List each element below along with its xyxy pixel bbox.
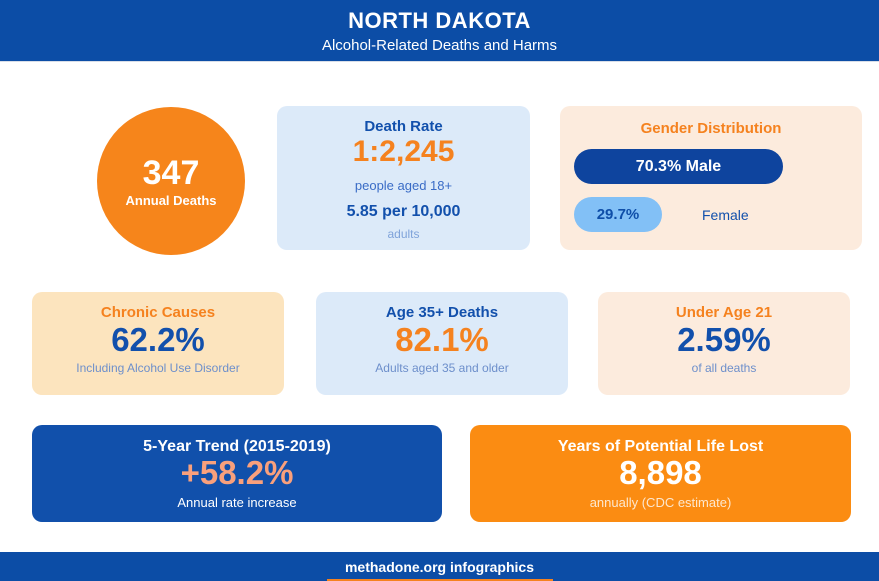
page-subtitle: Alcohol-Related Deaths and Harms: [321, 36, 558, 54]
female-share-pill: 29.7%: [574, 197, 662, 232]
page-title: NORTH DAKOTA: [348, 7, 531, 33]
age-35-deaths-caption: Adults aged 35 and older: [375, 361, 509, 375]
age-35-deaths-title: Age 35+ Deaths: [385, 304, 499, 321]
annual-deaths-value: 347: [142, 153, 200, 192]
female-share-label: Female: [702, 206, 749, 223]
five-year-trend-value: +58.2%: [180, 454, 294, 491]
death-rate-ratio: 1:2,245: [352, 135, 455, 168]
chronic-causes-card: Chronic Causes 62.2% Including Alcohol U…: [32, 292, 284, 395]
death-rate-title: Death Rate: [364, 118, 443, 135]
gender-distribution-card: Gender Distribution 70.3% Male 29.7% Fem…: [560, 106, 862, 250]
death-rate-per-10000: 5.85 per 10,000: [346, 203, 461, 220]
years-of-life-lost-caption: annually (CDC estimate): [589, 495, 732, 510]
header: NORTH DAKOTA Alcohol-Related Deaths and …: [0, 0, 879, 62]
chronic-causes-caption: Including Alcohol Use Disorder: [76, 361, 240, 375]
under-age-21-value: 2.59%: [677, 321, 771, 358]
gender-title: Gender Distribution: [640, 120, 782, 137]
death-rate-ratio-caption: people aged 18+: [354, 178, 453, 193]
male-share-pill: 70.3% Male: [574, 149, 783, 184]
years-of-life-lost-title: Years of Potential Life Lost: [557, 438, 764, 455]
under-age-21-title: Under Age 21: [675, 304, 773, 321]
female-share-row: 29.7% Female: [574, 197, 848, 232]
death-rate-card: Death Rate 1:2,245 people aged 18+ 5.85 …: [277, 106, 530, 250]
footer-credit: methadone.org infographics: [344, 558, 534, 575]
years-of-life-lost-value: 8,898: [619, 454, 702, 491]
age-35-deaths-card: Age 35+ Deaths 82.1% Adults aged 35 and …: [316, 292, 568, 395]
years-of-life-lost-card: Years of Potential Life Lost 8,898 annua…: [470, 425, 851, 522]
age-35-deaths-value: 82.1%: [395, 321, 489, 358]
annual-deaths-label: Annual Deaths: [125, 192, 217, 208]
five-year-trend-card: 5-Year Trend (2015-2019) +58.2% Annual r…: [32, 425, 442, 522]
five-year-trend-title: 5-Year Trend (2015-2019): [143, 438, 331, 455]
chronic-causes-title: Chronic Causes: [100, 304, 216, 321]
under-age-21-caption: of all deaths: [691, 361, 757, 375]
chronic-causes-value: 62.2%: [111, 321, 205, 358]
footer-orange-underline: [326, 579, 553, 581]
death-rate-caption: adults: [387, 227, 420, 241]
footer: methadone.org infographics: [0, 552, 879, 581]
annual-deaths-badge: 347 Annual Deaths: [97, 107, 245, 255]
under-age-21-card: Under Age 21 2.59% of all deaths: [598, 292, 850, 395]
five-year-trend-caption: Annual rate increase: [177, 495, 297, 510]
